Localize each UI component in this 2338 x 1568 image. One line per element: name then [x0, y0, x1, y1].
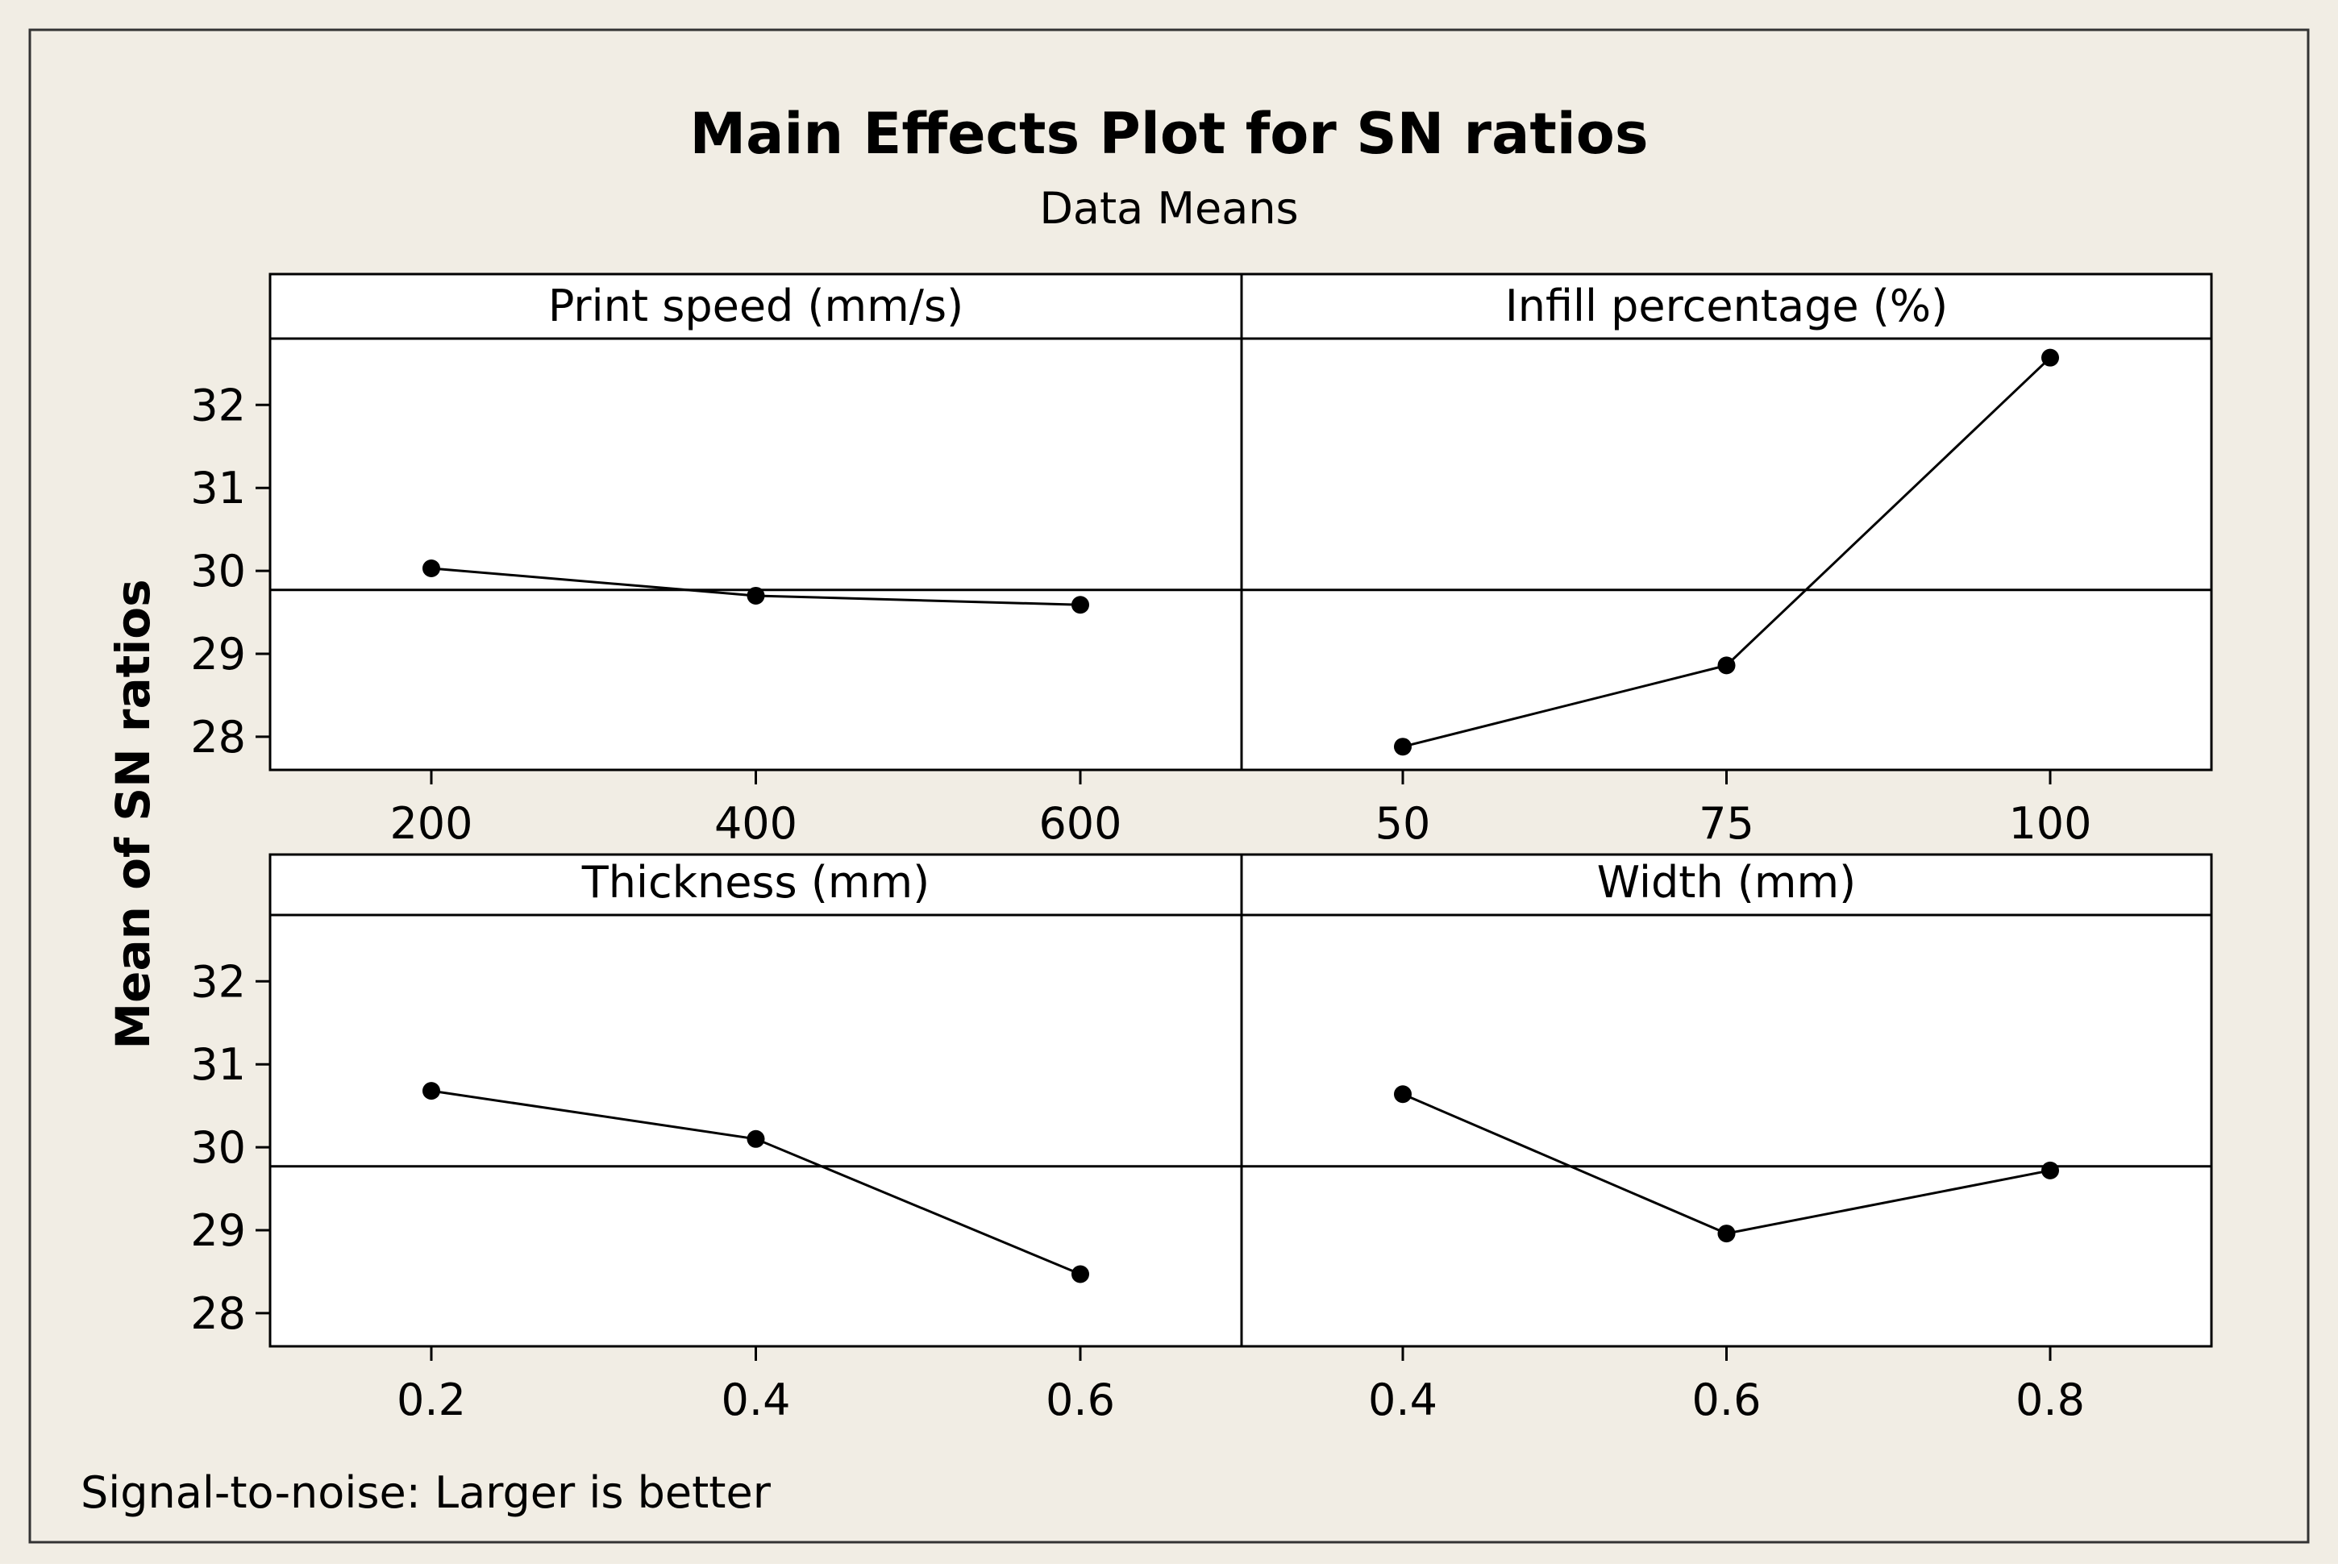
x-tick-label: 0.2: [397, 1375, 466, 1425]
x-tick-label: 200: [389, 798, 472, 849]
panel-frame: [268, 272, 1243, 772]
chart-title: Main Effects Plot for SN ratios: [689, 101, 1648, 167]
panel-label: Thickness (mm): [581, 857, 930, 908]
y-axis-label: Mean of SN ratios: [106, 579, 160, 1049]
panel-frame: [1240, 853, 2213, 1348]
x-tick-label: 0.6: [1692, 1375, 1762, 1425]
x-tick-label: 400: [714, 798, 797, 849]
panel-label: Infill percentage (%): [1505, 281, 1948, 331]
x-tick-label: 100: [2008, 798, 2091, 849]
panel-label: Print speed (mm/s): [548, 281, 963, 331]
chart-footnote: Signal-to-noise: Larger is better: [81, 1467, 772, 1518]
y-tick-label: 28: [190, 712, 246, 763]
data-point: [2041, 1161, 2059, 1179]
data-point: [747, 1129, 765, 1148]
x-tick-label: 0.4: [722, 1375, 791, 1425]
data-point: [422, 559, 440, 577]
x-tick-label: 75: [1699, 798, 1754, 849]
panel-1: Print speed (mm/s) 28 29 30 31 32 200 400 600: [190, 272, 1243, 849]
x-tick-label: 600: [1038, 798, 1121, 849]
y-tick-label: 31: [190, 463, 246, 514]
data-point: [2041, 348, 2059, 367]
panels-layer: Print speed (mm/s) 28 29 30 31 32 200 400 600 Inf…: [190, 272, 2213, 1425]
data-point: [422, 1082, 440, 1100]
data-point: [1717, 1225, 1736, 1243]
data-point: [1394, 738, 1412, 756]
panel-2: Infill percentage (%) 50 75 100: [1240, 272, 2213, 849]
panel-frame: [268, 853, 1243, 1348]
data-point: [1717, 656, 1736, 675]
y-tick-label: 29: [190, 1205, 246, 1256]
y-tick-label: 31: [190, 1039, 246, 1090]
y-tick-label: 29: [190, 629, 246, 680]
data-point: [1071, 1265, 1089, 1283]
panel-label: Width (mm): [1597, 857, 1856, 908]
x-tick-label: 50: [1375, 798, 1431, 849]
data-point: [747, 586, 765, 605]
panel-frame: [1240, 272, 2213, 772]
y-tick-label: 28: [190, 1288, 246, 1339]
x-tick-label: 0.4: [1368, 1375, 1437, 1425]
x-tick-label: 0.6: [1046, 1375, 1115, 1425]
data-point: [1071, 596, 1089, 614]
chart-outer-border: [28, 28, 2310, 1544]
y-tick-label: 32: [190, 956, 246, 1007]
y-tick-label: 30: [190, 546, 246, 597]
y-tick-label: 32: [190, 380, 246, 430]
data-point: [1394, 1085, 1412, 1104]
y-tick-label: 30: [190, 1122, 246, 1173]
x-tick-label: 0.8: [2016, 1375, 2085, 1425]
panel-4: Width (mm) 0.4 0.6 0.8: [1240, 853, 2213, 1425]
chart-subtitle: Data Means: [1039, 183, 1298, 234]
panel-3: Thickness (mm) 28 29 30 31 32 0.2 0.4 0.6: [190, 853, 1243, 1425]
